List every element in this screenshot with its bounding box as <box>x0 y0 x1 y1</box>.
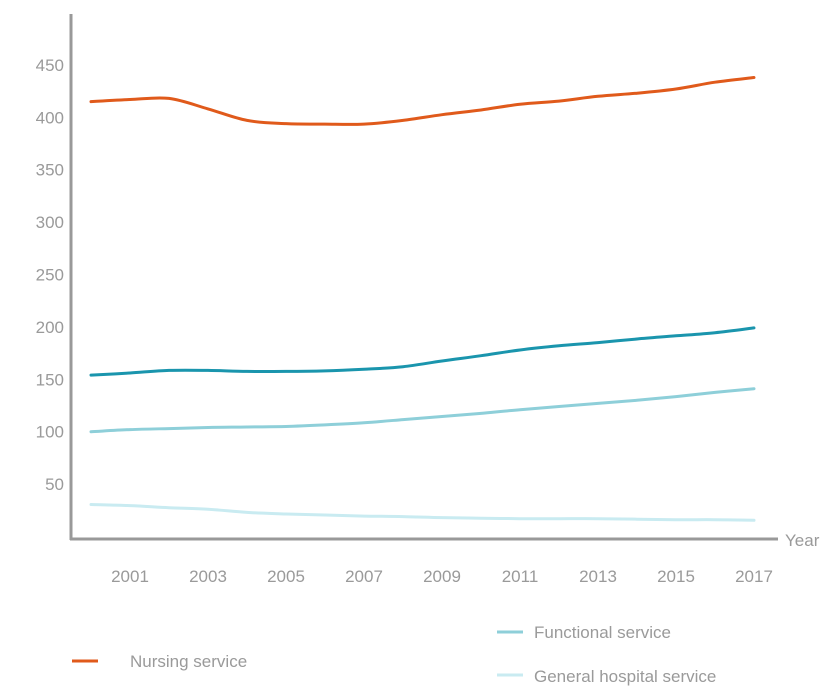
x-tick-labels: 2001 2003 2005 2007 2009 2011 2013 2015 2017 <box>111 567 773 586</box>
y-tick-label: 300 <box>36 213 64 232</box>
series-line-functional-service <box>89 387 756 434</box>
x-tick-label: 2005 <box>267 567 305 586</box>
x-tick-label: 2013 <box>579 567 617 586</box>
y-tick-label: 100 <box>36 423 64 442</box>
y-tick-label: 400 <box>36 108 64 127</box>
legend: Nursing serviceMedical-technical service… <box>72 623 716 696</box>
x-tick-label: 2009 <box>423 567 461 586</box>
y-tick-label: 200 <box>36 318 64 337</box>
y-tick-label: 350 <box>36 161 64 180</box>
series-line-nursing-service <box>89 76 756 126</box>
x-tick-label: 2001 <box>111 567 149 586</box>
legend-label-nursing-service: Nursing service <box>130 652 247 671</box>
x-tick-label: 2003 <box>189 567 227 586</box>
x-axis-title: Year <box>785 531 820 550</box>
series-line-medical-technical-service <box>89 326 756 377</box>
x-tick-label: 2015 <box>657 567 695 586</box>
series-lines <box>89 76 756 522</box>
y-tick-label: 250 <box>36 266 64 285</box>
legend-label-general-hospital-service: General hospital service <box>534 667 716 686</box>
y-tick-label: 50 <box>45 475 64 494</box>
x-tick-label: 2011 <box>502 567 539 586</box>
axes: Year <box>69 14 820 550</box>
x-tick-label: 2007 <box>345 567 383 586</box>
x-tick-label: 2017 <box>735 567 773 586</box>
y-tick-label: 450 <box>36 56 64 75</box>
y-tick-label: 150 <box>36 370 64 389</box>
series-line-general-hospital-service <box>89 503 756 522</box>
y-tick-labels: 50 100 150 200 250 300 350 400 450 <box>36 56 64 494</box>
legend-label-functional-service: Functional service <box>534 623 671 642</box>
